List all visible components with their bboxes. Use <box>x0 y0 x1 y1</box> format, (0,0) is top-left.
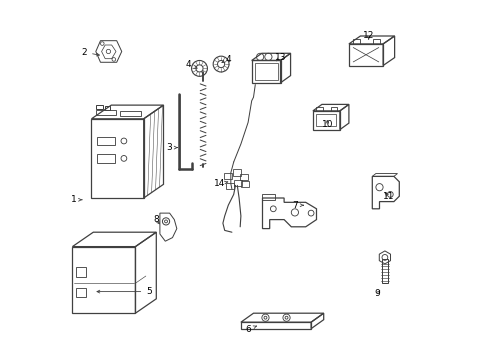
Bar <box>96 105 102 109</box>
Bar <box>316 107 322 111</box>
Text: 4: 4 <box>222 55 231 64</box>
Bar <box>372 39 380 44</box>
Text: 4: 4 <box>185 60 197 69</box>
Text: 5: 5 <box>97 287 152 296</box>
Text: 12: 12 <box>362 31 374 40</box>
Bar <box>316 114 336 126</box>
Bar <box>352 39 359 44</box>
Bar <box>240 174 247 180</box>
Text: 10: 10 <box>321 120 332 129</box>
Text: 11: 11 <box>382 192 393 201</box>
Bar <box>262 194 275 200</box>
Text: 14: 14 <box>213 179 227 188</box>
Bar <box>330 107 337 111</box>
Text: 8: 8 <box>153 215 159 224</box>
Text: 7: 7 <box>291 201 303 210</box>
Bar <box>241 181 248 187</box>
Text: 1: 1 <box>70 195 82 204</box>
Text: 6: 6 <box>244 325 256 334</box>
Bar <box>232 169 241 176</box>
Text: 13: 13 <box>274 53 285 62</box>
Bar <box>223 173 231 179</box>
Bar <box>226 183 234 189</box>
Bar <box>254 63 277 80</box>
Bar <box>105 106 109 110</box>
Bar <box>233 180 241 186</box>
Text: 3: 3 <box>166 143 177 152</box>
Bar <box>381 259 387 283</box>
Text: 2: 2 <box>81 48 99 57</box>
Text: 9: 9 <box>374 289 380 298</box>
